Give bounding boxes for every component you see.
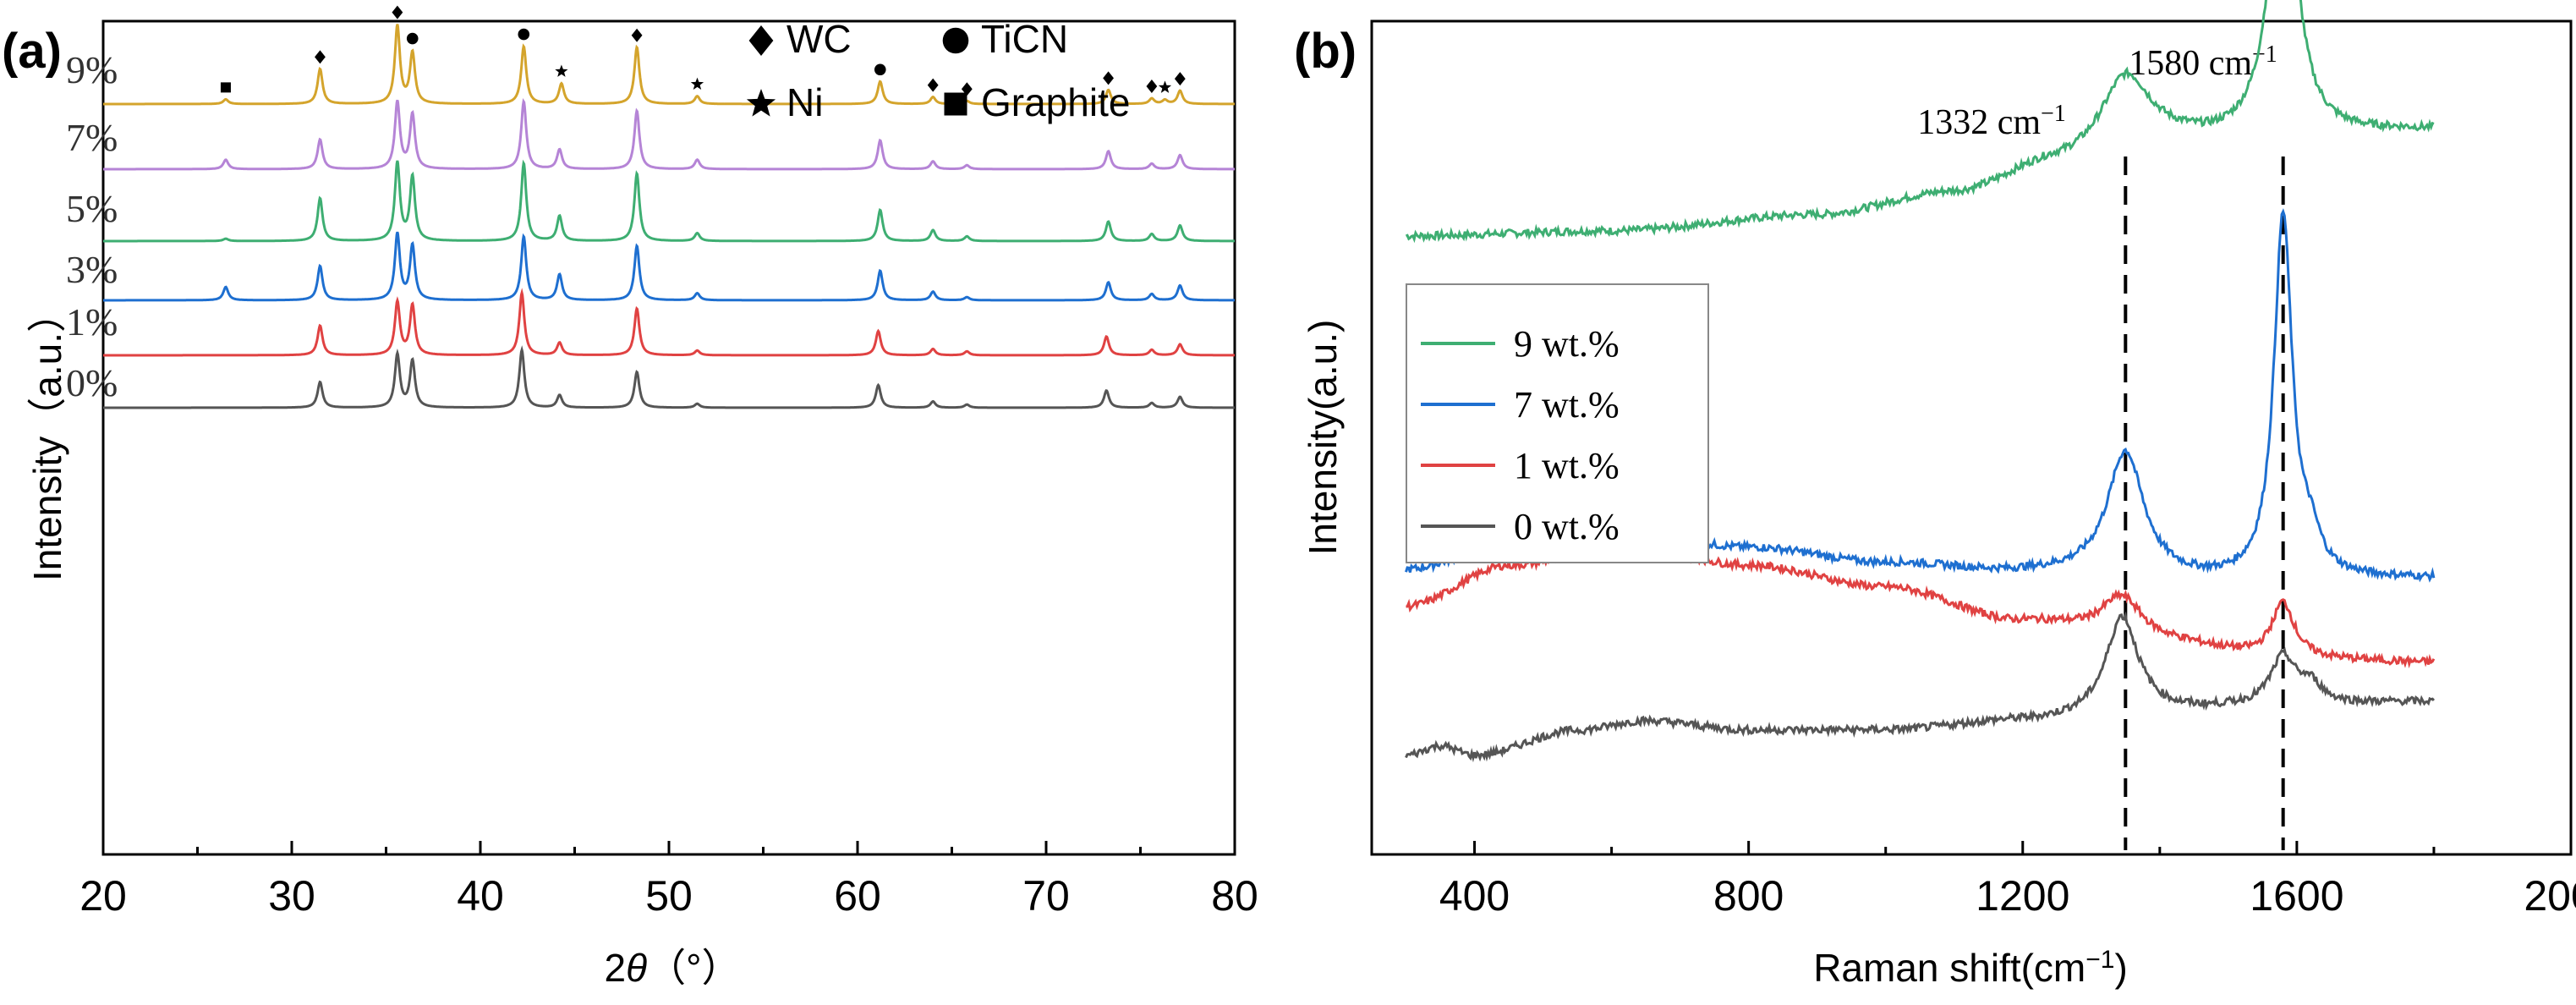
star-legend-icon (746, 89, 776, 117)
raman-x-tick-label: 2000 (2524, 872, 2576, 920)
xrd-x-tick-label: 50 (645, 872, 693, 920)
xrd-series-line (103, 24, 1235, 106)
xrd-x-tick-label: 40 (457, 872, 504, 920)
xrd-x-tick-label: 70 (1022, 872, 1070, 920)
xrd-series-label: 7% (66, 116, 118, 159)
xrd-x-tick-label: 20 (79, 872, 127, 920)
raman-x-tick-label: 1600 (2250, 872, 2343, 920)
raman-panel: (b) 1332 cm−1 1580 cm−1 400 800 1200 1600 200… (1294, 0, 2576, 990)
xrd-series-line (103, 231, 1235, 302)
diamond-legend-icon (748, 25, 774, 56)
raman-x-axis: 400 800 1200 1600 2000 (1439, 841, 2576, 920)
diamond-phase-marker (1103, 71, 1114, 85)
xrd-series-label: 9% (66, 48, 118, 91)
xrd-series-label: 0% (66, 361, 118, 404)
phase-legend-label: WC (787, 17, 852, 61)
diamond-phase-marker (927, 78, 939, 92)
raman-plot-frame (1370, 19, 2573, 856)
circle-phase-marker (518, 28, 530, 41)
star-phase-marker (1158, 80, 1172, 93)
raman-x-tick-label: 1200 (1976, 872, 2069, 920)
raman-legend-label: 0 wt.% (1514, 506, 1620, 547)
xrd-series-line (103, 97, 1235, 171)
xrd-series-line (103, 288, 1235, 357)
square-phase-marker (220, 82, 231, 93)
raman-legend-label: 1 wt.% (1514, 445, 1620, 486)
raman-legend-label: 9 wt.% (1514, 323, 1620, 365)
xrd-series-label: 5% (66, 187, 118, 230)
xrd-x-tick-label: 60 (834, 872, 881, 920)
diamond-phase-marker (315, 50, 326, 64)
xrd-x-tick-label: 30 (268, 872, 315, 920)
xrd-y-axis-title: Intensity（a.u.） (25, 294, 69, 581)
star-phase-marker (555, 64, 568, 77)
xrd-series-label: 3% (66, 248, 118, 291)
xrd-series-group: 9% 7% 5% 3% 1% 0% (66, 5, 1235, 409)
diamond-phase-marker (392, 5, 403, 19)
diamond-phase-marker (1146, 80, 1158, 94)
raman-legend-label: 7 wt.% (1514, 384, 1620, 426)
phase-legend-label: Graphite (981, 80, 1130, 124)
phase-legend-label: Ni (787, 80, 823, 124)
diamond-phase-marker (631, 28, 643, 42)
panel-a-label: (a) (2, 24, 62, 79)
circle-phase-marker (874, 63, 886, 76)
xrd-x-tick-label: 80 (1211, 872, 1258, 920)
xrd-series-line (103, 159, 1235, 243)
xrd-plot-frame (101, 19, 1236, 856)
xrd-x-axis: 20 30 40 50 60 70 80 (79, 841, 1258, 920)
square-legend-icon (944, 92, 967, 116)
diamond-phase-marker (961, 82, 973, 96)
raman-peak-annotation: 1580 cm−1 (2129, 41, 2277, 84)
xrd-series-label: 1% (66, 300, 118, 343)
xrd-phase-legend: WC TiCN Ni Graphite (746, 17, 1130, 124)
xrd-x-axis-title: 2θ（°） (605, 946, 741, 990)
phase-legend-label: TiCN (981, 17, 1068, 61)
raman-reference-lines: 1332 cm−1 1580 cm−1 (1917, 41, 2285, 850)
raman-series-line (1405, 611, 2436, 763)
raman-y-axis-title: Intensity(a.u.) (1301, 320, 1345, 556)
star-phase-marker (690, 77, 704, 90)
raman-series-line (1405, 0, 2435, 244)
circle-phase-marker (406, 32, 419, 45)
xrd-panel: (a) 9% 7% 5% 3% 1% 0% 20 30 40 50 60 70 80 WC TiCN Ni… (2, 5, 1258, 990)
raman-legend-box (1406, 283, 1709, 563)
raman-x-tick-label: 800 (1713, 872, 1784, 920)
xrd-series-line (103, 345, 1235, 409)
diamond-phase-marker (1174, 72, 1186, 86)
raman-x-tick-label: 400 (1439, 872, 1510, 920)
raman-x-axis-title: Raman shift(cm−1) (1813, 946, 2128, 991)
circle-legend-icon (942, 27, 969, 54)
raman-legend: 9 wt.% 7 wt.% 1 wt.% 0 wt.% (1406, 283, 1709, 563)
raman-peak-annotation: 1332 cm−1 (1917, 101, 2066, 143)
panel-b-label: (b) (1294, 24, 1357, 79)
